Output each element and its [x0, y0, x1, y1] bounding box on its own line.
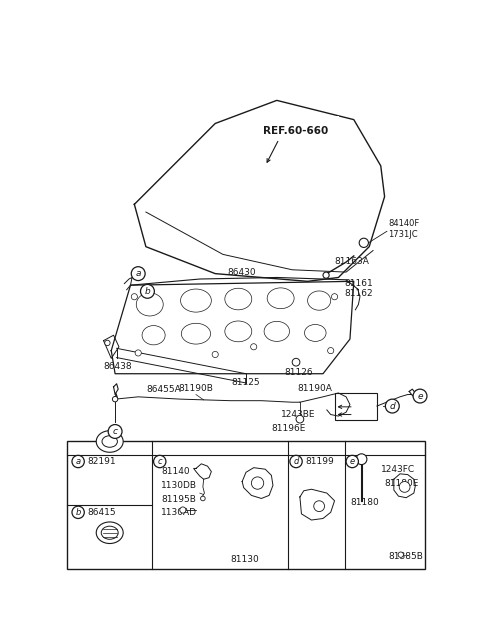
Ellipse shape — [96, 431, 123, 452]
Text: b: b — [144, 287, 150, 296]
Text: 81196E: 81196E — [271, 424, 306, 433]
Text: 1130DB: 1130DB — [161, 481, 197, 490]
Text: 86415: 86415 — [87, 508, 116, 517]
Ellipse shape — [225, 289, 252, 310]
Text: c: c — [113, 427, 118, 436]
Circle shape — [105, 340, 110, 346]
Circle shape — [180, 507, 186, 513]
Circle shape — [131, 267, 145, 281]
Ellipse shape — [225, 321, 252, 342]
Text: b: b — [75, 508, 81, 517]
Text: 1130AD: 1130AD — [161, 508, 197, 517]
Circle shape — [135, 350, 141, 356]
Circle shape — [385, 399, 399, 413]
Text: 81190B: 81190B — [179, 384, 214, 393]
Text: 81140: 81140 — [161, 467, 190, 476]
Text: 81126: 81126 — [285, 368, 313, 377]
Text: 81195B: 81195B — [161, 495, 196, 504]
Text: 81161
81162: 81161 81162 — [345, 279, 373, 298]
Circle shape — [323, 272, 329, 278]
Text: 86438: 86438 — [104, 362, 132, 371]
Text: 81199: 81199 — [305, 457, 334, 466]
Circle shape — [72, 455, 84, 468]
Circle shape — [399, 482, 410, 492]
Ellipse shape — [102, 436, 118, 448]
Text: 82191: 82191 — [87, 457, 116, 466]
Text: 81180: 81180 — [350, 498, 379, 507]
Text: REF.60-660: REF.60-660 — [264, 126, 329, 136]
Circle shape — [201, 496, 205, 501]
Text: 81385B: 81385B — [388, 553, 423, 562]
Circle shape — [252, 477, 264, 489]
FancyBboxPatch shape — [335, 393, 377, 420]
Circle shape — [251, 344, 257, 350]
Circle shape — [314, 501, 324, 511]
Circle shape — [112, 397, 118, 402]
Circle shape — [296, 415, 304, 423]
Text: 86455A: 86455A — [146, 385, 180, 394]
Text: d: d — [389, 402, 395, 411]
Ellipse shape — [264, 321, 289, 341]
Ellipse shape — [96, 522, 123, 544]
Circle shape — [108, 424, 122, 439]
Text: e: e — [350, 457, 355, 466]
Circle shape — [332, 294, 337, 300]
Circle shape — [359, 238, 369, 247]
Text: 1243BE: 1243BE — [281, 410, 315, 419]
Text: d: d — [293, 457, 299, 466]
Text: c: c — [157, 457, 162, 466]
Circle shape — [290, 455, 302, 468]
Circle shape — [212, 352, 218, 357]
Ellipse shape — [181, 323, 211, 344]
Circle shape — [328, 348, 334, 354]
Circle shape — [398, 552, 404, 557]
Text: 86430: 86430 — [228, 269, 256, 277]
Ellipse shape — [308, 291, 331, 310]
Circle shape — [72, 506, 84, 518]
Circle shape — [141, 285, 155, 298]
Circle shape — [346, 455, 359, 468]
Text: e: e — [417, 392, 423, 401]
Ellipse shape — [142, 326, 165, 345]
Circle shape — [292, 358, 300, 366]
Text: 81125: 81125 — [232, 377, 260, 386]
Text: a: a — [135, 269, 141, 278]
Circle shape — [413, 389, 427, 403]
Circle shape — [131, 294, 137, 300]
Text: 1243FC: 1243FC — [381, 466, 415, 475]
Ellipse shape — [267, 288, 294, 308]
Text: 81163A: 81163A — [335, 257, 370, 266]
Ellipse shape — [136, 293, 163, 316]
Text: 84140F
1731JC: 84140F 1731JC — [388, 219, 420, 239]
Text: a: a — [75, 457, 81, 466]
Ellipse shape — [101, 526, 118, 539]
Ellipse shape — [180, 289, 211, 312]
Circle shape — [356, 454, 367, 464]
Circle shape — [154, 455, 166, 468]
Text: 81190A: 81190A — [298, 384, 333, 393]
Text: 81130: 81130 — [230, 554, 259, 564]
Text: 81180E: 81180E — [384, 479, 419, 488]
Ellipse shape — [304, 325, 326, 341]
